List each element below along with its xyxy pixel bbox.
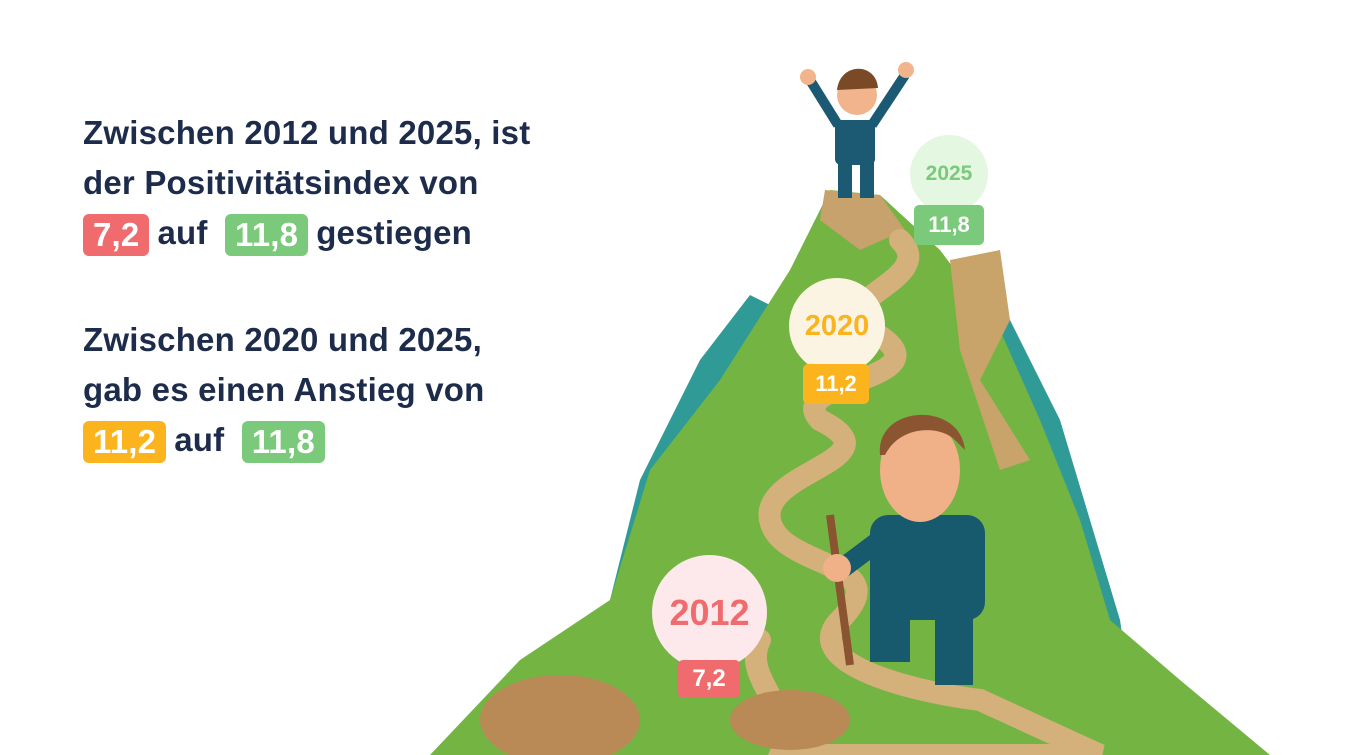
year-circle-2012: 2012 — [652, 555, 767, 670]
main-mountain — [430, 190, 1270, 755]
value-badge-2025: 11,8 — [241, 421, 325, 464]
year-circle-2025: 2025 — [910, 135, 988, 213]
connector-text: auf — [157, 214, 208, 251]
statement2-line1: Zwischen 2020 und 2025, — [83, 321, 482, 358]
boulder — [480, 675, 640, 755]
peak-rock — [820, 190, 905, 250]
statement-2012-2025: Zwischen 2012 und 2025, ist der Positivi… — [83, 108, 530, 258]
statement2-line2: gab es einen Anstieg von — [83, 371, 485, 408]
value-badge-2020: 11,2 — [803, 364, 869, 404]
connector-text: auf — [174, 421, 225, 458]
value-badge-2012: 7,2 — [678, 660, 740, 698]
suffix-text: gestiegen — [316, 214, 473, 251]
value-badge-2025: 11,8 — [224, 214, 309, 257]
value-badge-2012: 7,2 — [83, 214, 150, 257]
statement1-line1: Zwischen 2012 und 2025, ist — [83, 114, 531, 151]
year-circle-2020: 2020 — [789, 278, 885, 374]
hiking-man — [823, 414, 985, 685]
statement1-line2: der Positivitätsindex von — [83, 164, 479, 201]
value-badge-2025: 11,8 — [914, 205, 984, 245]
value-badge-2020: 11,2 — [83, 421, 167, 464]
boulder — [730, 690, 850, 750]
statement-2020-2025: Zwischen 2020 und 2025, gab es einen Ans… — [83, 315, 485, 465]
celebrating-man — [800, 62, 914, 198]
rocks-right — [950, 250, 1030, 470]
